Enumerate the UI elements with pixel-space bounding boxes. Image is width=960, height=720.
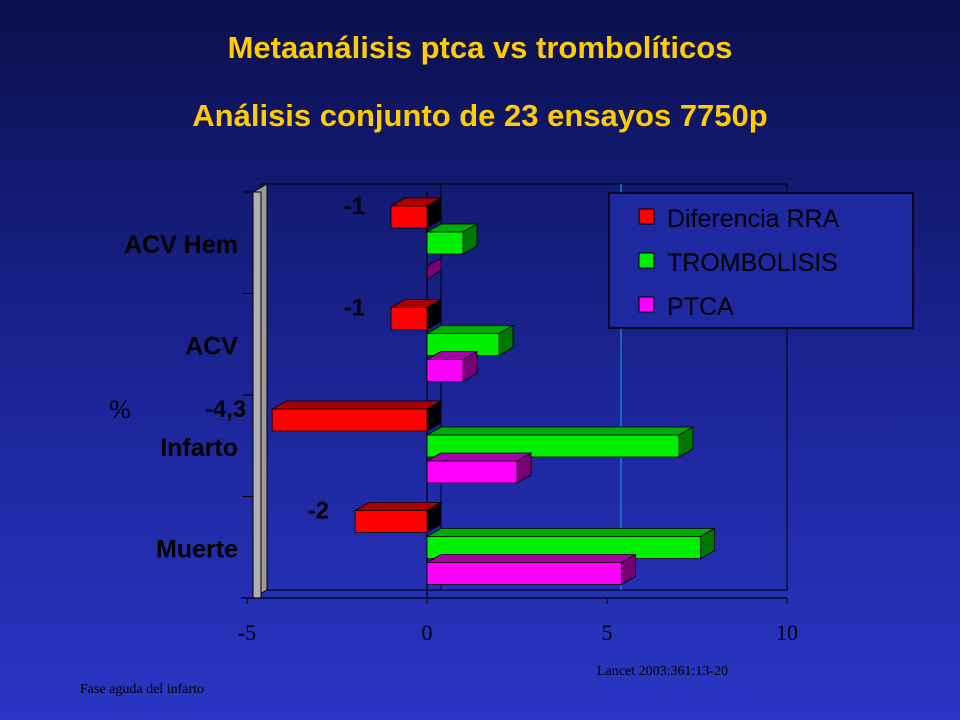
bar-top-face <box>425 452 533 462</box>
legend-swatch <box>638 208 655 225</box>
bar-diferencia-rra <box>354 510 428 533</box>
bar-trombolisis <box>426 434 680 458</box>
footer-note: Fase aguda del infarto <box>80 682 205 697</box>
plot-side-edge <box>252 191 262 599</box>
y-axis-label: % <box>109 395 131 424</box>
bar-top-face <box>425 426 695 436</box>
x-tick-label: 0 <box>422 620 433 645</box>
category-label: Muerte <box>156 535 238 563</box>
data-label: -1 <box>344 295 365 322</box>
bar-top-face <box>270 400 443 410</box>
legend-label: PTCA <box>667 293 734 321</box>
bar-top-face <box>425 554 637 563</box>
data-label: -2 <box>308 498 329 525</box>
category-label: ACV <box>185 332 238 360</box>
bar-ptca <box>426 562 622 585</box>
bar-top-face <box>425 528 717 537</box>
data-label: -4,3 <box>205 396 246 423</box>
source-citation: Lancet 2003:361:13-20 <box>597 664 729 679</box>
x-tick-label: 10 <box>776 620 798 645</box>
chart-title: Metaanálisis ptca vs trombolíticos <box>227 30 733 65</box>
bar-diferencia-rra <box>390 307 428 330</box>
bar-ptca <box>426 359 464 382</box>
bar-trombolisis <box>426 231 464 255</box>
legend-label: TROMBOLISIS <box>667 249 838 277</box>
legend-swatch <box>638 296 655 313</box>
data-label: -1 <box>344 193 365 220</box>
legend-label: Diferencia RRA <box>667 205 840 233</box>
category-label: Infarto <box>160 434 238 462</box>
x-tick-label: -5 <box>238 620 256 645</box>
bar-top-face <box>425 325 515 334</box>
chart-subtitle: Análisis conjunto de 23 ensayos 7750p <box>192 98 768 133</box>
legend-box <box>608 192 914 329</box>
bar-diferencia-rra <box>390 205 428 229</box>
bar-top-face <box>353 502 443 511</box>
legend-swatch <box>638 252 655 269</box>
x-tick-label: 5 <box>602 620 613 645</box>
category-label: ACV Hem <box>124 231 238 259</box>
bar-diferencia-rra <box>271 408 428 432</box>
bar-ptca <box>426 257 442 281</box>
bar-ptca <box>426 460 518 484</box>
